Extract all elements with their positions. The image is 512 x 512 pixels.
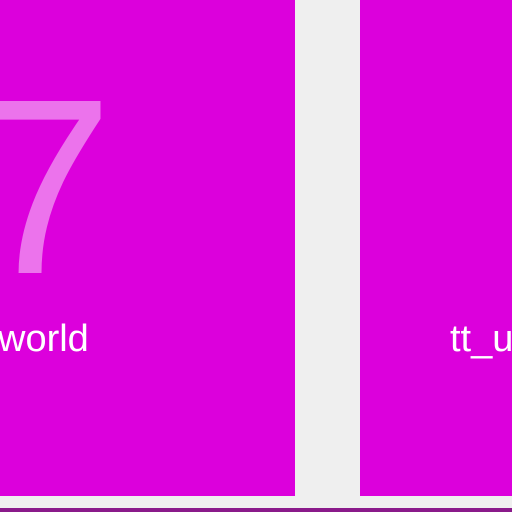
bottom-accent-bar bbox=[0, 508, 512, 512]
tile-count: 7 bbox=[0, 47, 113, 326]
tile-label: tt_u bbox=[450, 318, 512, 360]
tile-label: world bbox=[0, 318, 89, 360]
tile-row-gap bbox=[0, 496, 512, 508]
tile-tt-u[interactable]: tt_u bbox=[360, 0, 512, 496]
tile-world[interactable]: 7 world bbox=[0, 0, 295, 496]
